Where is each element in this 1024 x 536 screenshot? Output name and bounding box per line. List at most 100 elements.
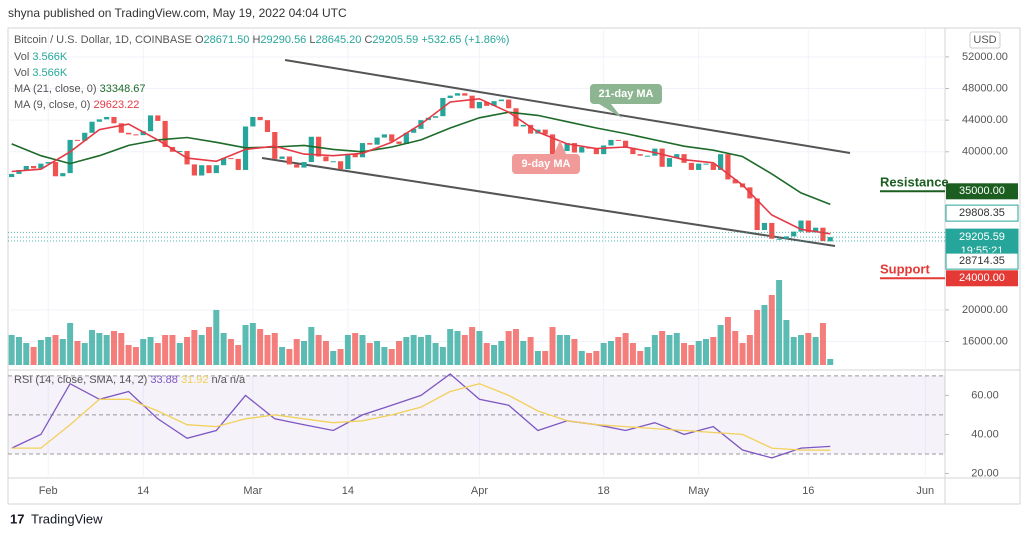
volume-bar: [184, 337, 191, 365]
volume-bar: [301, 341, 308, 365]
volume-bar: [344, 335, 351, 365]
candle-body: [454, 93, 461, 96]
ohlc-key: C: [364, 34, 372, 46]
volume-bar: [571, 339, 578, 365]
candle-body: [294, 164, 300, 168]
volume-bar: [534, 351, 541, 365]
annotation-box: [512, 154, 580, 174]
volume-bar: [154, 343, 161, 365]
candle-body: [9, 173, 15, 178]
rsi-tick-label: 20.00: [971, 467, 999, 479]
volume-bar: [615, 337, 622, 365]
volume-bar: [103, 335, 110, 365]
volume-bar: [59, 339, 66, 365]
candle-body: [542, 129, 548, 135]
candle-body: [279, 156, 285, 159]
symbol: Bitcoin / U.S. Dollar, 1D, COINBASE: [14, 34, 192, 46]
candle-body: [52, 162, 59, 177]
volume-bar: [681, 343, 688, 365]
candle-body: [681, 154, 687, 163]
level-name: Support: [880, 262, 930, 277]
candle-body: [688, 162, 694, 170]
volume-bar: [483, 343, 490, 365]
x-tick-label: Mar: [243, 485, 262, 497]
volume-bar: [520, 341, 527, 365]
candle-body: [352, 154, 358, 158]
volume-bar: [205, 327, 212, 365]
rsi-tick-label: 60.00: [971, 389, 999, 401]
volume-bar: [417, 337, 424, 365]
volume-bar: [366, 343, 373, 365]
candle-body: [374, 137, 380, 145]
volume-bar: [593, 351, 600, 365]
rsi-tick-label: 40.00: [971, 428, 999, 440]
volume-bar: [556, 335, 563, 365]
volume-bar: [242, 325, 249, 365]
candle-body: [389, 134, 395, 142]
volume-bar: [688, 345, 695, 365]
candle-body: [155, 115, 161, 121]
volume-key: Vol: [14, 67, 29, 79]
volume-bar: [45, 337, 52, 365]
volume-bar: [81, 343, 88, 365]
candle-body: [16, 169, 22, 174]
volume-bar: [271, 333, 278, 365]
candle-body: [177, 150, 183, 152]
volume-bar: [819, 323, 826, 365]
annotation-box: [590, 84, 662, 104]
volume-bar: [249, 323, 256, 365]
candle-body: [221, 158, 227, 166]
candle-body: [644, 155, 651, 157]
volume-bar: [8, 335, 15, 365]
candle-body: [579, 147, 585, 153]
candle-body: [527, 124, 534, 134]
candle-body: [601, 145, 607, 155]
volume-bar: [198, 335, 205, 365]
candle-body: [462, 93, 468, 96]
candle-body: [30, 166, 37, 169]
price-badge: [945, 252, 1019, 270]
volume-bar: [264, 335, 271, 365]
volume-bar: [469, 327, 476, 365]
volume-bar: [790, 337, 797, 365]
volume-value: 3.566K: [32, 51, 68, 63]
candle-body: [754, 198, 760, 231]
y-tick-label: 44000.00: [962, 114, 1008, 126]
volume-bar: [286, 349, 293, 365]
volume-bar: [235, 345, 242, 365]
candle-body: [147, 115, 154, 132]
ma-line: [11, 111, 831, 206]
volume-bar: [439, 347, 446, 365]
legend-line: Vol 3.566K: [14, 51, 68, 63]
volume-bar: [30, 347, 37, 365]
candle-body: [140, 131, 146, 136]
price-badge-label: 28714.35: [959, 255, 1005, 267]
volume-bar: [805, 333, 812, 365]
candle-body: [593, 148, 599, 155]
volume-bar: [37, 340, 44, 365]
volume-bar: [67, 323, 74, 365]
volume-bar: [454, 331, 461, 365]
candle-body: [718, 154, 724, 170]
candle-body: [520, 124, 526, 127]
volume-bar: [15, 337, 22, 365]
volume-value: 3.566K: [32, 67, 68, 79]
annotation-text: 21-day MA: [598, 88, 653, 100]
candle-body: [337, 161, 344, 170]
volume-bar: [629, 343, 636, 365]
candle-body: [257, 116, 263, 121]
candle-body: [74, 139, 81, 141]
volume-bar: [352, 333, 359, 365]
volume-bar: [388, 349, 395, 365]
candle-body: [798, 220, 804, 232]
candle-body: [549, 134, 556, 156]
candle-body: [89, 121, 95, 133]
candle-body: [476, 101, 483, 109]
candle-body: [498, 99, 504, 102]
candle-body: [761, 222, 768, 231]
volume-bar: [432, 343, 439, 365]
legend-line: Vol 3.566K: [14, 67, 68, 79]
legend-line: MA (9, close, 0) 29623.22: [14, 99, 139, 111]
candle-body: [615, 139, 621, 141]
volume-bar: [622, 333, 629, 365]
